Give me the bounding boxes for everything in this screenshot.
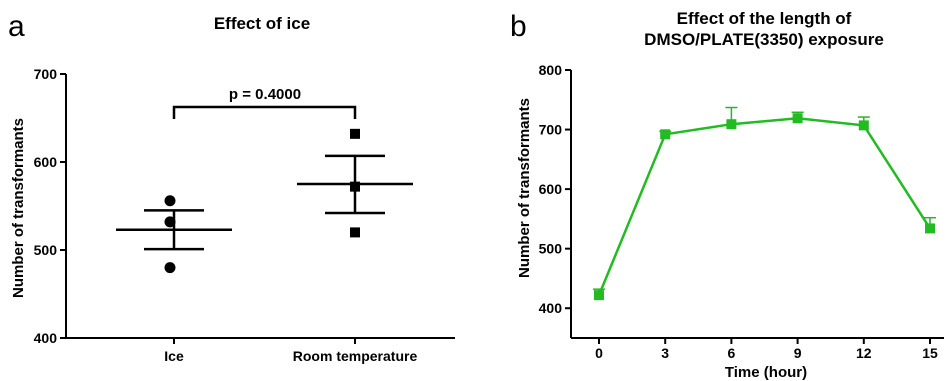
chart-b-y-tick-label: 400 xyxy=(539,300,563,316)
chart-b-marks: 400 500 600 700 800 0 3 6 9 12 15 xyxy=(539,62,944,361)
chart-a-y-tick-label: 700 xyxy=(34,66,58,82)
panel-letter-a: a xyxy=(8,10,25,43)
chart-a-x-tick-label: Room temperature xyxy=(293,348,418,364)
chart-a-x-tick-label: Ice xyxy=(164,348,184,364)
chart-b-point xyxy=(858,120,869,131)
chart-a-p-value-annotation: p = 0.4000 xyxy=(229,86,301,103)
chart-a-y-tick-label: 400 xyxy=(34,330,58,346)
chart-b-title-line-2: DMSO/PLATE(3350) exposure xyxy=(644,30,884,49)
chart-a-point xyxy=(350,181,360,192)
chart-b-y-axis-label: Number of transformants xyxy=(516,98,533,278)
chart-b-x-tick-label: 12 xyxy=(856,345,872,361)
chart-a-point xyxy=(164,195,176,207)
chart-a-point xyxy=(164,262,176,274)
chart-b-y-tick-label: 500 xyxy=(539,241,563,257)
chart-b-x-tick-label: 0 xyxy=(595,345,603,361)
chart-b-x-tick-label: 9 xyxy=(794,345,802,361)
chart-b-point xyxy=(660,129,671,140)
chart-a-title: Effect of ice xyxy=(214,14,310,33)
chart-b-y-tick-label: 600 xyxy=(539,181,563,197)
chart-a-point xyxy=(350,227,360,238)
chart-a-y-tick-label: 500 xyxy=(34,242,58,258)
chart-b-x-tick-label: 15 xyxy=(922,345,938,361)
panel-letter-b: b xyxy=(510,10,527,43)
chart-a-y-axis-label: Number of transformants xyxy=(10,118,27,298)
chart-b-y-tick-label: 700 xyxy=(539,122,563,138)
chart-b-series-line xyxy=(597,116,932,296)
chart-b-y-tick-label: 800 xyxy=(539,62,563,78)
chart-a-marks: 400 500 600 700 Ice Room temperature xyxy=(34,66,455,364)
chart-b-point xyxy=(925,223,935,234)
chart-b-x-axis-label: Time (hour) xyxy=(725,364,807,381)
chart-b-point xyxy=(726,119,737,130)
chart-b-point xyxy=(594,290,604,301)
chart-a-significance-bracket xyxy=(172,105,357,119)
chart-a-y-tick-label: 600 xyxy=(34,154,58,170)
chart-a-point xyxy=(350,128,360,139)
chart-b-point xyxy=(792,113,803,124)
chart-b-x-tick-label: 6 xyxy=(728,345,736,361)
chart-a-point xyxy=(164,216,176,228)
chart-b-title-line-1: Effect of the length of xyxy=(677,9,852,28)
chart-b-x-tick-label: 3 xyxy=(661,345,669,361)
